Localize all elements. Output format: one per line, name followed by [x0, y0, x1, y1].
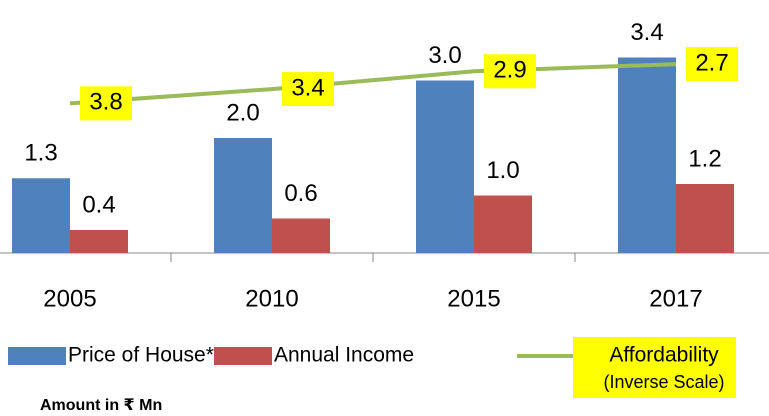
- legend-label: Annual Income: [274, 344, 414, 367]
- data-label-box: [686, 47, 738, 82]
- footnote: Amount in ₹ Mn: [40, 397, 162, 414]
- bar: [272, 218, 330, 253]
- data-label: 1.2: [688, 145, 721, 172]
- data-label: 2.7: [695, 49, 728, 76]
- bar: [474, 195, 532, 253]
- bar: [416, 80, 474, 253]
- legend-swatch: [8, 347, 66, 365]
- data-label: 3.0: [428, 42, 461, 69]
- data-label: 1.0: [486, 157, 519, 184]
- data-label: 0.6: [284, 180, 317, 207]
- data-label: 2.9: [493, 57, 526, 84]
- legend-label: Affordability: [609, 344, 719, 367]
- data-label-box: [484, 54, 536, 89]
- data-label: 0.4: [82, 191, 115, 218]
- bar: [676, 184, 734, 253]
- legend-label: Price of House*: [68, 344, 214, 367]
- legend-swatch: [214, 347, 272, 365]
- bar: [618, 57, 676, 253]
- bar: [12, 178, 70, 253]
- data-label: 2.0: [226, 99, 259, 126]
- data-label-box: [282, 72, 334, 107]
- x-tick-label: 2015: [447, 285, 500, 312]
- x-tick-label: 2005: [43, 285, 96, 312]
- legend-box: [573, 337, 736, 398]
- data-label: 1.3: [24, 140, 57, 167]
- data-label: 3.8: [89, 89, 122, 116]
- bar: [70, 230, 128, 253]
- data-label-box: [80, 86, 132, 121]
- data-label: 3.4: [630, 19, 663, 46]
- line: [69, 62, 677, 106]
- data-label: 3.4: [291, 74, 324, 101]
- legend-note: (Inverse Scale): [603, 372, 724, 392]
- x-tick-label: 2017: [649, 285, 702, 312]
- bar: [214, 138, 272, 253]
- x-tick-label: 2010: [245, 285, 298, 312]
